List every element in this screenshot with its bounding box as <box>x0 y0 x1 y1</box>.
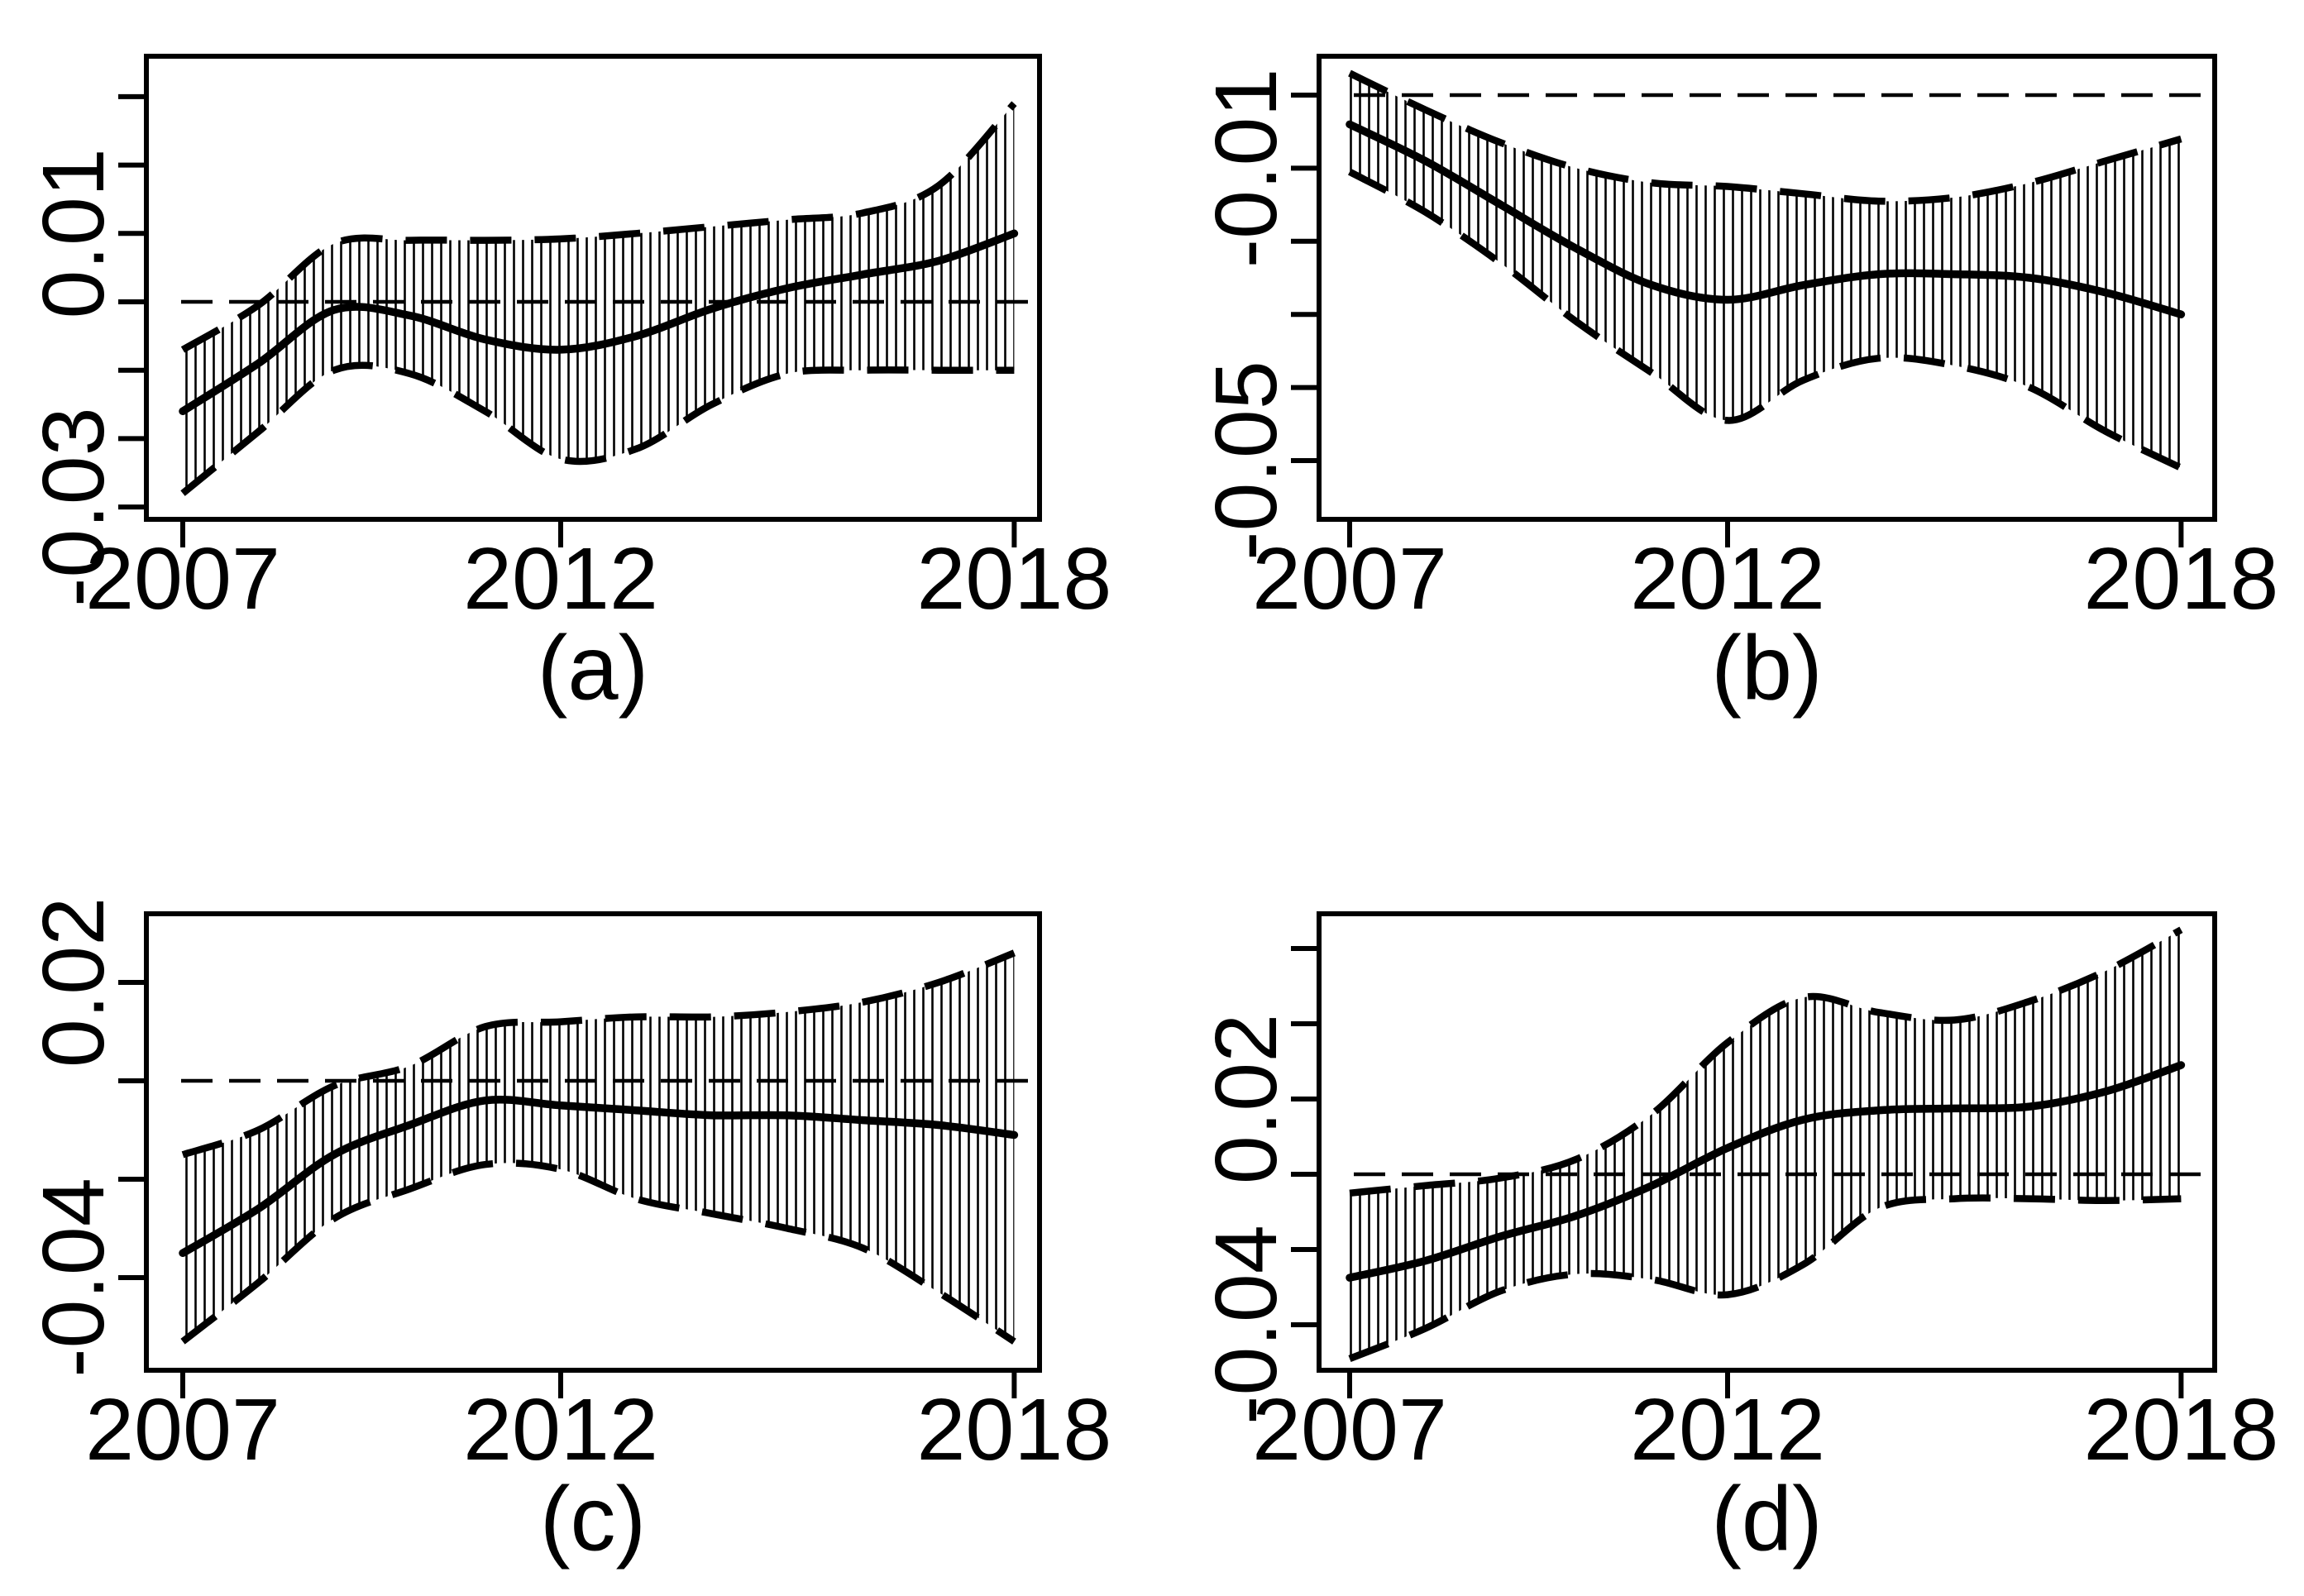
y-tick-label-c: 0.02 <box>25 897 122 1068</box>
x-tick-label-b: 2007 <box>1252 530 1447 628</box>
upper-envelope-c <box>181 949 1016 1159</box>
plot-box-b <box>1317 54 2217 522</box>
x-tick-label-d: 2018 <box>2083 1381 2278 1479</box>
panel-caption-c: (c) <box>540 1469 646 1570</box>
upper-envelope-b <box>1348 69 2182 205</box>
estimate-line-b <box>1346 120 2186 318</box>
y-tick-label-d: 0.02 <box>1197 1014 1295 1184</box>
panel-caption-b: (b) <box>1711 618 1822 719</box>
upper-envelope-a <box>180 101 1017 353</box>
x-tick-label-b: 2018 <box>2083 530 2278 628</box>
y-tick-label-a: -0.03 <box>25 407 122 607</box>
estimate-line-a <box>179 229 1019 416</box>
panel-caption-d: (d) <box>1711 1469 1822 1570</box>
x-tick-label-a: 2007 <box>85 530 280 628</box>
x-tick-label-c: 2012 <box>463 1381 658 1479</box>
lower-envelope-b <box>1348 169 2183 471</box>
x-tick-label-b: 2012 <box>1630 530 1825 628</box>
x-tick-label-d: 2007 <box>1252 1381 1447 1479</box>
plot-box-a <box>144 54 1042 522</box>
confidence-band-c <box>183 953 1015 1342</box>
x-tick-label-a: 2012 <box>463 530 658 628</box>
y-tick-label-a: 0.01 <box>25 148 122 318</box>
panel-caption-a: (a) <box>538 618 648 719</box>
x-tick-label-c: 2007 <box>85 1381 280 1479</box>
x-tick-label-d: 2012 <box>1630 1381 1825 1479</box>
plot-box-d <box>1317 911 2217 1373</box>
lower-envelope-c <box>180 1159 1016 1345</box>
confidence-band-d <box>1350 929 2182 1359</box>
y-tick-label-b: -0.05 <box>1197 361 1295 561</box>
confidence-band-a <box>183 103 1015 494</box>
plot-box-c <box>144 911 1042 1373</box>
x-tick-label-c: 2018 <box>916 1381 1111 1479</box>
y-tick-label-b: -0.01 <box>1197 69 1295 269</box>
x-tick-label-a: 2018 <box>916 530 1111 628</box>
estimate-line-d <box>1346 1061 2186 1282</box>
upper-envelope-d <box>1349 926 2183 1197</box>
lower-envelope-a <box>180 361 1015 496</box>
y-tick-label-c: -0.04 <box>25 1178 122 1378</box>
y-tick-label-d: -0.04 <box>1197 1225 1295 1425</box>
estimate-line-c <box>179 1095 1019 1258</box>
lower-envelope-d <box>1348 1194 2182 1362</box>
